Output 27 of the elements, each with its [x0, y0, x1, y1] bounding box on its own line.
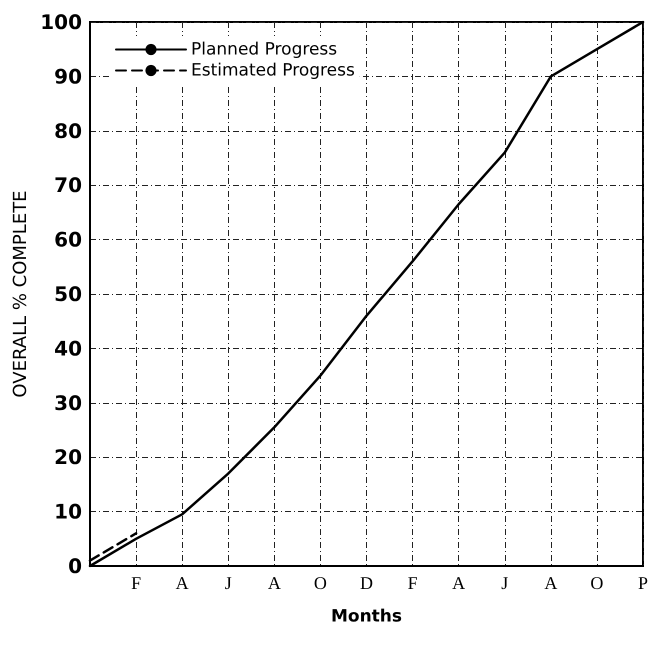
y-tick-label: 60: [54, 228, 82, 252]
x-tick-label: A: [452, 573, 466, 593]
y-tick-label: 20: [54, 445, 82, 470]
y-tick-label: 90: [54, 64, 82, 88]
legend-label: Planned Progress: [191, 40, 338, 60]
y-axis-title: OVERALL % COMPLETE: [10, 190, 31, 398]
y-tick-label: 100: [40, 10, 82, 34]
y-tick-label: 70: [54, 173, 82, 198]
x-tick-label: J: [501, 573, 508, 593]
y-tick-label: 0: [68, 554, 82, 578]
x-tick-label: O: [314, 573, 327, 593]
y-tick-label: 30: [54, 390, 82, 415]
x-tick-label: F: [408, 573, 418, 593]
x-tick-label: A: [176, 573, 189, 593]
legend-label: Estimated Progress: [191, 60, 355, 80]
y-tick-label: 10: [54, 500, 82, 524]
x-tick-label: O: [590, 573, 604, 593]
x-tick-label: D: [360, 573, 373, 593]
y-tick-label: 50: [54, 282, 82, 306]
x-tick-label: F: [131, 573, 142, 593]
y-tick-label: 40: [54, 336, 82, 360]
x-tick-label: A: [544, 573, 558, 593]
x-tick-label: A: [268, 573, 281, 593]
y-tick-label: 80: [54, 118, 82, 143]
x-tick-label: J: [224, 573, 232, 593]
x-tick-label: P: [638, 573, 648, 593]
x-axis-title: Months: [330, 606, 402, 626]
